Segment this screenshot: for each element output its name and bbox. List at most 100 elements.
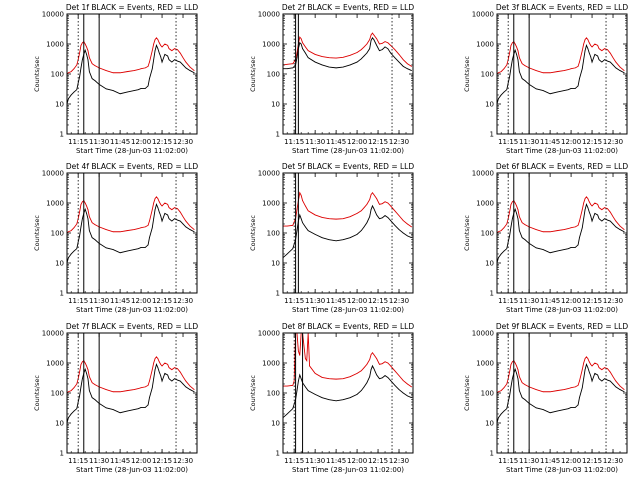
data-point: [80, 67, 82, 69]
x-tick-label: 12:00: [131, 457, 151, 465]
data-point: [149, 220, 150, 222]
data-point: [94, 65, 96, 66]
data-point: [321, 217, 323, 218]
data-point: [512, 378, 513, 380]
data-point: [581, 387, 583, 389]
data-point: [500, 230, 502, 231]
y-tick-label: 1: [490, 290, 494, 298]
y-tick-label: 10000: [42, 11, 64, 19]
data-point: [112, 409, 114, 410]
data-point: [373, 354, 375, 355]
data-point: [387, 48, 389, 50]
data-point: [299, 36, 301, 38]
data-point: [307, 57, 309, 59]
data-point: [587, 367, 589, 368]
y-axis-label: Counts/sec: [33, 375, 41, 411]
data-point: [76, 64, 78, 66]
data-point: [503, 250, 505, 252]
data-point: [149, 397, 150, 398]
data-point: [305, 46, 306, 48]
data-point: [126, 71, 128, 72]
data-point: [615, 386, 617, 388]
data-point: [314, 214, 316, 216]
data-point: [587, 358, 589, 359]
data-point: [542, 90, 544, 91]
data-point: [137, 69, 139, 70]
data-point: [601, 380, 603, 382]
data-point: [370, 354, 372, 355]
data-point: [542, 231, 544, 233]
data-point: [567, 69, 569, 70]
data-point: [384, 201, 386, 203]
data-point: [581, 50, 583, 52]
data-point: [68, 98, 69, 100]
data-point: [524, 384, 526, 385]
data-point: [161, 365, 163, 367]
data-point: [506, 223, 508, 225]
data-point: [140, 387, 142, 389]
data-point: [369, 199, 371, 200]
data-point: [168, 218, 170, 220]
data-point: [306, 360, 308, 361]
data-point: [394, 370, 396, 372]
x-axis-label: Start Time (28-Jun-03 11:02:00): [506, 466, 618, 474]
data-point: [171, 61, 173, 63]
data-point: [604, 367, 605, 368]
data-point: [157, 48, 159, 50]
data-point: [307, 390, 309, 391]
data-point: [601, 209, 603, 211]
data-point: [577, 65, 579, 67]
data-point: [586, 37, 587, 39]
data-point: [597, 214, 599, 216]
data-point: [133, 90, 135, 91]
data-point: [160, 56, 162, 57]
data-point: [193, 72, 195, 74]
data-point: [140, 68, 142, 70]
data-point: [619, 229, 621, 230]
data-point: [381, 217, 383, 219]
data-point: [563, 229, 565, 230]
y-axis-label: Counts/sec: [33, 56, 41, 92]
data-point: [321, 237, 323, 238]
data-point: [609, 61, 611, 63]
data-point: [372, 365, 373, 367]
data-point: [579, 397, 580, 398]
data-point: [612, 376, 614, 378]
data-point: [514, 362, 516, 364]
data-point: [381, 43, 383, 44]
data-point: [583, 218, 585, 220]
data-point: [379, 378, 380, 380]
y-tick-label: 1000: [476, 41, 494, 49]
data-point: [147, 65, 149, 67]
data-point: [144, 407, 146, 408]
x-tick-label: 11:30: [305, 297, 325, 305]
x-tick-label: 11:45: [540, 457, 560, 465]
data-point: [84, 202, 86, 204]
data-point: [387, 362, 389, 364]
data-point: [126, 390, 128, 391]
x-tick-label: 11:45: [540, 297, 560, 305]
data-point: [590, 215, 592, 216]
x-tick-label: 11:45: [110, 297, 130, 305]
data-point: [579, 237, 580, 238]
data-point: [615, 220, 617, 222]
data-point: [366, 364, 368, 365]
data-point: [370, 34, 372, 36]
data-point: [77, 401, 79, 403]
data-point: [500, 253, 502, 255]
data-point: [147, 384, 149, 386]
data-point: [177, 60, 178, 62]
data-point: [86, 365, 87, 367]
data-point: [157, 358, 159, 359]
data-point: [503, 410, 505, 412]
data-point: [390, 365, 391, 367]
data-point: [394, 384, 396, 386]
data-point: [609, 52, 611, 54]
data-point: [77, 82, 79, 84]
data-point: [82, 59, 83, 61]
data-point: [584, 50, 586, 52]
data-point: [161, 220, 163, 222]
x-tick-label: 11:15: [68, 457, 88, 465]
x-tick-label: 11:15: [498, 297, 518, 305]
